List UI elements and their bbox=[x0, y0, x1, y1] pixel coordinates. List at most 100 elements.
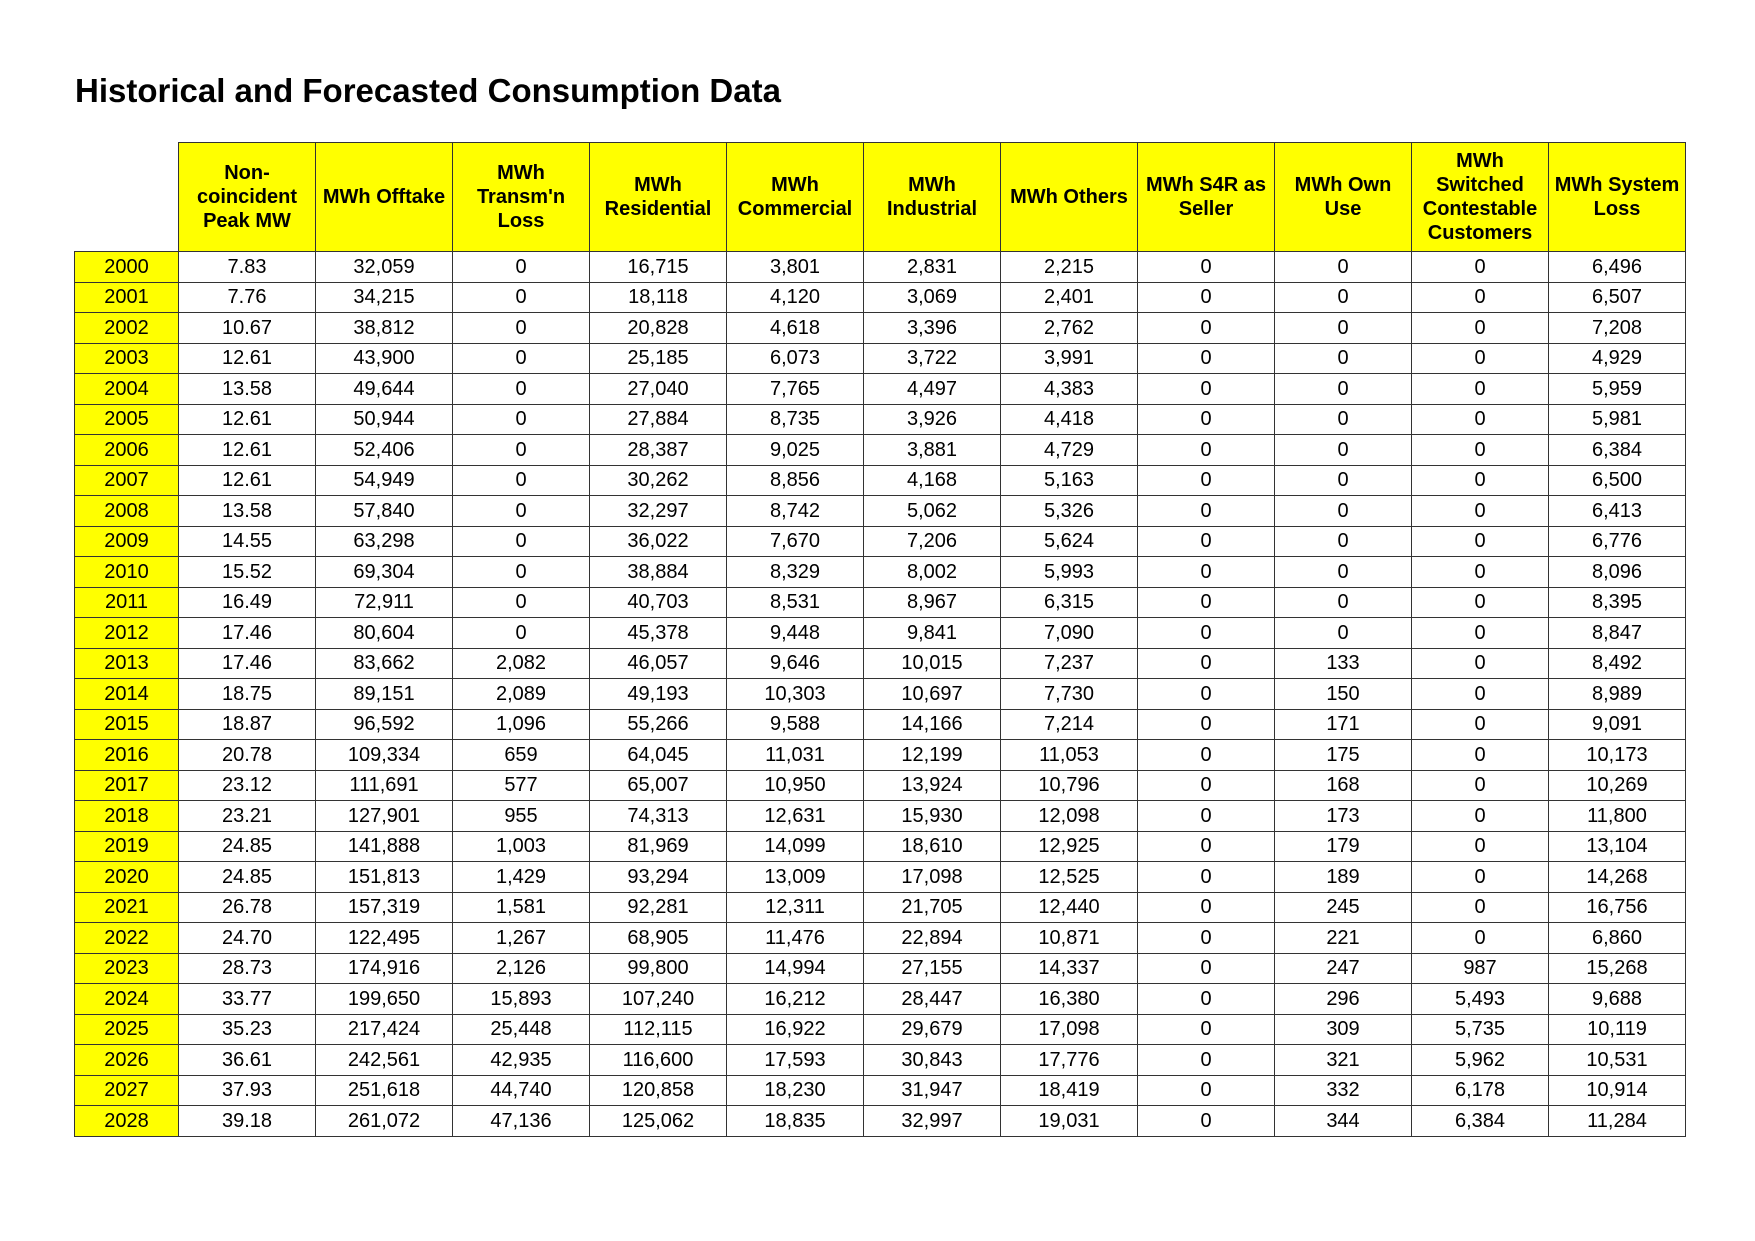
table-cell: 120,858 bbox=[589, 1074, 727, 1106]
table-cell: 29,679 bbox=[863, 1013, 1001, 1045]
table-cell: 6,507 bbox=[1548, 281, 1686, 313]
table-cell: 8,492 bbox=[1548, 647, 1686, 679]
table-cell: 39.18 bbox=[178, 1105, 316, 1137]
table-cell: 0 bbox=[452, 312, 590, 344]
column-header: MWh Commercial bbox=[726, 142, 864, 252]
table-cell: 309 bbox=[1274, 1013, 1412, 1045]
table-row: 2012 17.46 80,604 0 45,378 9,448 9,841 7,090 0 0 0… bbox=[74, 617, 1686, 649]
consumption-table: Non-coincident Peak MW MWh Offtake MWh T… bbox=[74, 142, 1686, 1137]
table-cell: 17,776 bbox=[1000, 1044, 1138, 1076]
table-cell: 344 bbox=[1274, 1105, 1412, 1137]
table-cell: 92,281 bbox=[589, 891, 727, 923]
row-year: 2001 bbox=[74, 281, 179, 313]
table-cell: 109,334 bbox=[315, 739, 453, 771]
table-cell: 0 bbox=[452, 373, 590, 405]
table-cell: 8,989 bbox=[1548, 678, 1686, 710]
table-cell: 6,413 bbox=[1548, 495, 1686, 527]
table-cell: 112,115 bbox=[589, 1013, 727, 1045]
table-cell: 0 bbox=[1137, 739, 1275, 771]
table-cell: 25,448 bbox=[452, 1013, 590, 1045]
table-cell: 0 bbox=[1411, 342, 1549, 374]
row-year: 2000 bbox=[74, 251, 179, 283]
table-row: 2015 18.87 96,592 1,096 55,266 9,588 14,166 7,2… bbox=[74, 708, 1686, 740]
table-cell: 5,326 bbox=[1000, 495, 1138, 527]
table-cell: 0 bbox=[452, 464, 590, 496]
table-cell: 9,646 bbox=[726, 647, 864, 679]
table-cell: 12.61 bbox=[178, 403, 316, 435]
row-year: 2016 bbox=[74, 739, 179, 771]
table-cell: 0 bbox=[1411, 647, 1549, 679]
table-cell: 0 bbox=[1137, 464, 1275, 496]
table-cell: 0 bbox=[1411, 830, 1549, 862]
table-cell: 18,610 bbox=[863, 830, 1001, 862]
table-cell: 13,924 bbox=[863, 769, 1001, 801]
table-cell: 14.55 bbox=[178, 525, 316, 557]
table-cell: 9,448 bbox=[726, 617, 864, 649]
table-cell: 2,089 bbox=[452, 678, 590, 710]
table-cell: 133 bbox=[1274, 647, 1412, 679]
table-cell: 0 bbox=[452, 403, 590, 435]
row-year: 2017 bbox=[74, 769, 179, 801]
table-cell: 38,884 bbox=[589, 556, 727, 588]
table-row: 2028 39.18 261,072 47,136 125,062 18,835 32,99… bbox=[74, 1105, 1686, 1137]
column-header: MWh System Loss bbox=[1548, 142, 1686, 252]
table-cell: 5,493 bbox=[1411, 983, 1549, 1015]
table-cell: 69,304 bbox=[315, 556, 453, 588]
table-cell: 36.61 bbox=[178, 1044, 316, 1076]
table-cell: 15,930 bbox=[863, 800, 1001, 832]
table-cell: 0 bbox=[1411, 525, 1549, 557]
table-cell: 57,840 bbox=[315, 495, 453, 527]
table-cell: 24.85 bbox=[178, 830, 316, 862]
column-header: MWh Others bbox=[1000, 142, 1138, 252]
table-cell: 65,007 bbox=[589, 769, 727, 801]
table-cell: 189 bbox=[1274, 861, 1412, 893]
table-cell: 12.61 bbox=[178, 464, 316, 496]
table-cell: 0 bbox=[1137, 922, 1275, 954]
table-cell: 0 bbox=[1137, 891, 1275, 923]
table-cell: 7,670 bbox=[726, 525, 864, 557]
table-cell: 6,500 bbox=[1548, 464, 1686, 496]
table-cell: 5,981 bbox=[1548, 403, 1686, 435]
table-cell: 23.12 bbox=[178, 769, 316, 801]
table-row: 2009 14.55 63,298 0 36,022 7,670 7,206 5,624 0 0 0… bbox=[74, 525, 1686, 557]
table-cell: 7,730 bbox=[1000, 678, 1138, 710]
table-cell: 18,835 bbox=[726, 1105, 864, 1137]
column-header: MWh Transm'n Loss bbox=[452, 142, 590, 252]
table-cell: 0 bbox=[1274, 495, 1412, 527]
table-cell: 247 bbox=[1274, 952, 1412, 984]
table-cell: 0 bbox=[1137, 373, 1275, 405]
table-cell: 6,073 bbox=[726, 342, 864, 374]
table-cell: 18,419 bbox=[1000, 1074, 1138, 1106]
table-cell: 10,303 bbox=[726, 678, 864, 710]
table-cell: 16.49 bbox=[178, 586, 316, 618]
table-cell: 14,994 bbox=[726, 952, 864, 984]
table-cell: 3,069 bbox=[863, 281, 1001, 313]
table-cell: 8,735 bbox=[726, 403, 864, 435]
table-cell: 10,697 bbox=[863, 678, 1001, 710]
table-cell: 0 bbox=[1411, 617, 1549, 649]
table-cell: 47,136 bbox=[452, 1105, 590, 1137]
table-cell: 10,950 bbox=[726, 769, 864, 801]
table-cell: 0 bbox=[1137, 830, 1275, 862]
table-cell: 3,991 bbox=[1000, 342, 1138, 374]
table-cell: 151,813 bbox=[315, 861, 453, 893]
table-cell: 0 bbox=[1411, 464, 1549, 496]
table-cell: 0 bbox=[452, 495, 590, 527]
table-cell: 0 bbox=[1411, 403, 1549, 435]
table-cell: 23.21 bbox=[178, 800, 316, 832]
table-row: 2008 13.58 57,840 0 32,297 8,742 5,062 5,326 0 0 0… bbox=[74, 495, 1686, 527]
column-header: MWh Offtake bbox=[315, 142, 453, 252]
table-row: 2018 23.21 127,901 955 74,313 12,631 15,930 12,… bbox=[74, 800, 1686, 832]
table-cell: 15,268 bbox=[1548, 952, 1686, 984]
table-cell: 0 bbox=[1274, 403, 1412, 435]
table-cell: 5,624 bbox=[1000, 525, 1138, 557]
table-cell: 174,916 bbox=[315, 952, 453, 984]
table-cell: 11,800 bbox=[1548, 800, 1686, 832]
table-cell: 8,531 bbox=[726, 586, 864, 618]
table-cell: 89,151 bbox=[315, 678, 453, 710]
table-cell: 4,383 bbox=[1000, 373, 1138, 405]
table-row: 2026 36.61 242,561 42,935 116,600 17,593 30,84… bbox=[74, 1044, 1686, 1076]
table-cell: 18,230 bbox=[726, 1074, 864, 1106]
table-row: 2010 15.52 69,304 0 38,884 8,329 8,002 5,993 0 0 0… bbox=[74, 556, 1686, 588]
table-cell: 3,396 bbox=[863, 312, 1001, 344]
